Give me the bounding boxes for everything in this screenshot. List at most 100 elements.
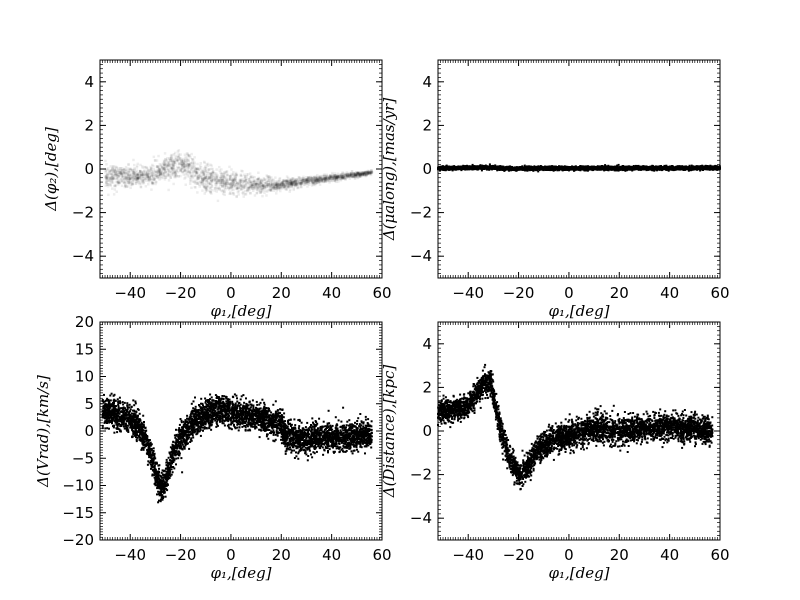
data-point <box>166 161 170 164</box>
data-point <box>267 179 270 182</box>
data-point <box>165 164 168 167</box>
data-point <box>150 180 154 184</box>
data-point <box>294 184 297 187</box>
data-point <box>274 184 278 188</box>
data-point <box>225 182 228 186</box>
data-point <box>223 181 226 184</box>
data-point <box>299 185 303 189</box>
data-point <box>358 175 362 178</box>
data-point <box>167 188 170 192</box>
data-point <box>191 161 194 165</box>
data-point <box>234 177 237 180</box>
data-point <box>298 176 301 179</box>
data-point <box>337 174 340 178</box>
data-point <box>314 179 317 182</box>
data-point <box>164 176 167 179</box>
data-point <box>320 180 324 183</box>
data-point <box>311 176 314 180</box>
data-point <box>158 168 162 172</box>
data-point <box>235 173 238 176</box>
data-point <box>158 168 161 171</box>
data-point <box>279 189 282 193</box>
data-point <box>226 186 230 189</box>
data-point <box>113 172 117 176</box>
data-point <box>268 177 271 181</box>
data-point <box>110 172 114 175</box>
data-point <box>135 166 139 169</box>
data-point <box>304 179 308 182</box>
data-point <box>133 163 136 167</box>
x-tick-label: 0 <box>226 284 236 302</box>
data-point <box>150 174 153 178</box>
data-point <box>186 155 190 158</box>
data-point <box>236 187 239 191</box>
data-point <box>359 171 362 175</box>
data-point <box>221 184 224 187</box>
data-point <box>318 177 321 180</box>
data-point <box>150 171 154 175</box>
data-point <box>273 184 276 188</box>
data-point <box>368 171 372 174</box>
data-point <box>208 168 211 171</box>
data-point <box>346 174 350 178</box>
data-point <box>345 173 349 176</box>
data-point <box>255 192 258 195</box>
data-point <box>184 183 187 186</box>
data-point <box>247 187 251 190</box>
data-point <box>348 174 352 177</box>
data-point <box>240 185 244 188</box>
data-point <box>204 166 207 169</box>
data-point <box>305 179 308 182</box>
data-point <box>212 178 215 182</box>
data-point <box>292 183 295 186</box>
data-point <box>156 175 159 178</box>
data-point <box>157 154 160 158</box>
data-point <box>350 170 354 173</box>
data-point <box>141 172 144 175</box>
data-point <box>303 183 307 186</box>
data-point <box>123 177 126 181</box>
data-point <box>295 181 298 185</box>
data-point <box>363 172 367 175</box>
data-point <box>169 164 172 167</box>
data-point <box>318 183 322 186</box>
data-point <box>242 185 246 188</box>
data-point <box>363 173 366 176</box>
data-point <box>171 159 174 163</box>
data-point <box>181 171 184 174</box>
data-point <box>187 175 190 178</box>
data-point <box>270 186 274 189</box>
data-point <box>161 165 164 168</box>
data-point <box>324 175 327 178</box>
data-point <box>188 162 192 165</box>
data-point <box>289 182 292 185</box>
data-point <box>183 153 187 156</box>
data-point <box>178 162 181 165</box>
data-point <box>198 185 201 188</box>
data-point <box>329 174 332 178</box>
data-point <box>316 179 319 182</box>
data-point <box>209 172 212 175</box>
data-point <box>114 170 117 173</box>
data-point <box>176 175 180 178</box>
data-point <box>344 174 348 178</box>
data-point <box>278 181 282 185</box>
data-point <box>114 184 117 188</box>
data-point <box>215 168 218 171</box>
data-point <box>244 179 247 182</box>
data-point <box>261 178 265 182</box>
data-point <box>222 174 225 178</box>
data-point <box>127 173 130 177</box>
data-point <box>106 176 109 180</box>
data-point <box>303 181 306 184</box>
data-point <box>190 175 193 178</box>
data-point <box>277 185 280 188</box>
data-point <box>195 171 199 174</box>
data-point <box>147 176 150 179</box>
data-point <box>179 159 183 162</box>
data-point <box>115 177 118 180</box>
data-point <box>273 185 276 189</box>
data-point <box>318 176 322 179</box>
data-point <box>257 177 260 180</box>
data-point <box>220 175 223 179</box>
